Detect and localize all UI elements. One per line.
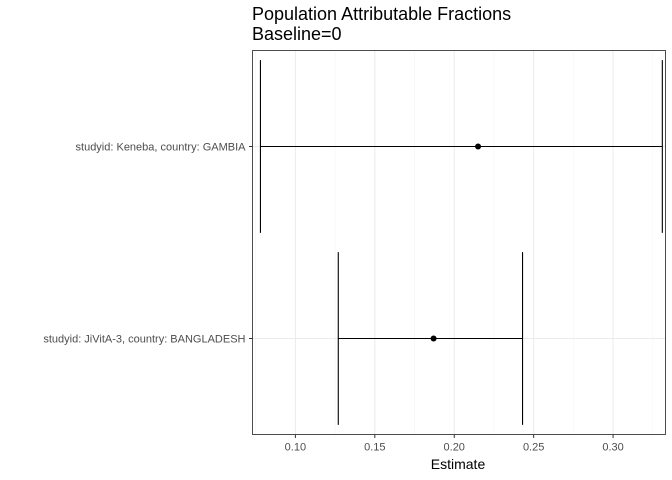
estimate-point — [430, 335, 437, 342]
x-tick-label: 0.25 — [523, 442, 544, 454]
x-axis: 0.10 0.15 0.20 0.25 0.30 — [285, 434, 624, 454]
y-axis: studyid: Keneba, country: GAMBIA studyid:… — [43, 142, 253, 346]
panel-border — [252, 50, 666, 435]
plot-marks — [259, 60, 663, 425]
panel-grid — [252, 50, 666, 435]
chart-subtitle: Baseline=0 — [252, 24, 342, 44]
x-tick-label: 0.30 — [602, 442, 623, 454]
chart-title: Population Attributable Fractions — [252, 4, 511, 24]
y-tick-label: studyid: Keneba, country: GAMBIA — [76, 142, 247, 154]
x-tick-label: 0.20 — [444, 442, 465, 454]
x-axis-title: Estimate — [431, 456, 486, 472]
x-tick-label: 0.10 — [285, 442, 306, 454]
x-tick-label: 0.15 — [364, 442, 385, 454]
y-tick-label: studyid: JiVitA-3, country: BANGLADESH — [43, 334, 245, 346]
estimate-point — [475, 143, 482, 150]
